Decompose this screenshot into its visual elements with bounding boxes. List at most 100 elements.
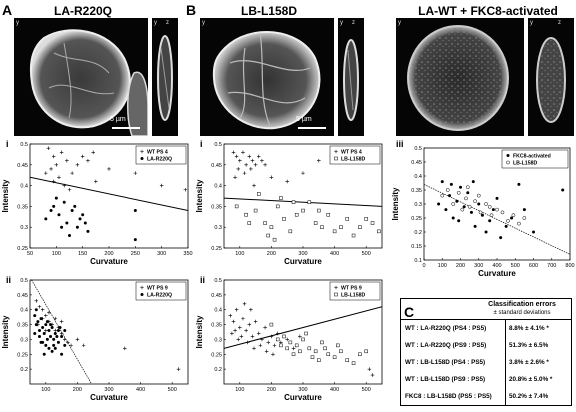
data-point-circle <box>522 216 527 220</box>
scale-bar-a: 5 µm <box>110 116 126 123</box>
x-tick-label: 500 <box>168 387 177 393</box>
data-point-plus <box>258 343 263 348</box>
x-axis-label: Curvature <box>284 393 322 402</box>
data-point-plus <box>230 331 234 336</box>
data-point-plus <box>260 337 264 342</box>
data-point-square <box>364 349 368 354</box>
data-point-square <box>294 343 299 348</box>
data-point-dot <box>444 208 448 212</box>
row-value: 8.8% ± 4.1% * <box>509 325 549 332</box>
data-point-square <box>326 212 331 217</box>
data-point-plus <box>65 158 69 163</box>
data-point-square <box>253 208 258 213</box>
data-point-dot <box>47 346 51 350</box>
data-point-square <box>279 343 283 348</box>
data-point-square <box>291 352 296 357</box>
data-point-plus <box>123 346 127 351</box>
data-point-plus <box>241 150 245 155</box>
data-point-plus <box>269 175 274 180</box>
data-point-dot <box>75 225 79 229</box>
data-point-dot <box>52 337 56 341</box>
data-point-dot <box>140 293 144 296</box>
data-point-plus <box>91 150 95 155</box>
data-point-dot <box>56 329 60 333</box>
fit-line <box>224 306 382 349</box>
data-point-dot <box>60 225 64 229</box>
data-point-plus <box>75 163 80 167</box>
data-point-plus <box>51 179 56 184</box>
x-tick-label: 400 <box>330 387 339 393</box>
data-point-square <box>291 200 296 204</box>
data-point-plus <box>66 340 70 345</box>
data-point-plus <box>249 307 253 312</box>
data-point-plus <box>140 149 144 154</box>
data-point-plus <box>271 352 275 357</box>
data-point-dot <box>57 213 61 217</box>
data-point-dot <box>63 343 67 347</box>
data-point-square <box>263 221 267 225</box>
x-tick-label: 200 <box>73 387 82 393</box>
x-tick-label: 0 <box>422 263 425 269</box>
x-tick-label: 200 <box>267 251 276 257</box>
data-point-plus <box>247 154 252 159</box>
panel-c3-title: LA-WT + FKC8-activated <box>418 4 558 18</box>
data-point-dot <box>466 191 470 195</box>
data-point-circle <box>487 204 492 209</box>
data-point-plus <box>159 183 164 188</box>
y-tick-label: 0.5 <box>20 278 28 284</box>
legend-box <box>135 145 187 165</box>
data-point-plus <box>334 149 338 154</box>
y-tick-label: 0.3 <box>414 202 422 208</box>
row-value: 51.3% ± 6.5% <box>509 342 549 349</box>
nucleus-c3-image <box>407 25 509 131</box>
data-point-plus <box>250 158 255 163</box>
fit-line <box>30 176 188 212</box>
x-tick-label: 250 <box>131 251 140 257</box>
y-tick-label: 0.35 <box>17 204 28 210</box>
data-point-plus <box>285 337 289 342</box>
data-point-dot <box>53 331 57 335</box>
data-point-dot <box>437 202 441 206</box>
data-point-plus <box>245 340 250 345</box>
sub-label-iii: iii <box>396 139 404 149</box>
data-point-dot <box>42 331 46 335</box>
nucleus-a-image <box>29 29 148 136</box>
legend-entry: LB-L158D <box>341 293 365 299</box>
data-point-dot <box>81 213 85 217</box>
data-point-circle <box>506 160 510 165</box>
data-point-circle <box>506 218 510 223</box>
panel-letter-a: A <box>2 2 13 18</box>
sub-label-b-i: i <box>200 139 203 149</box>
data-point-dot <box>39 340 43 344</box>
data-point-plus <box>272 343 277 348</box>
data-point-dot <box>449 182 453 186</box>
data-point-dot <box>73 204 77 208</box>
data-point-plus <box>266 340 271 345</box>
row-value: 50.2% ± 7.4% <box>509 393 549 400</box>
y-tick-label: 0.35 <box>17 323 28 329</box>
data-point-plus <box>133 171 138 175</box>
data-point-plus <box>234 154 239 159</box>
data-point-plus <box>59 331 64 336</box>
data-point-plus <box>81 343 86 348</box>
scatter-chart-iii: 0 100 200 300 400 500 600 700 800 0.1 0.15 0.2 0.25 0… <box>391 146 575 278</box>
legend-entry: WT PS 9 <box>341 286 362 292</box>
data-point-plus <box>317 158 321 163</box>
data-point-plus <box>62 337 67 342</box>
legend-entry: WT PS 4 <box>341 150 362 156</box>
y-tick-label: 0.4 <box>214 308 222 314</box>
x-tick-label: 100 <box>235 251 244 257</box>
data-point-circle <box>445 188 450 192</box>
side-view-a: y z <box>152 18 178 136</box>
fit-line <box>424 184 570 255</box>
data-point-dot <box>484 230 488 234</box>
data-point-plus <box>244 328 248 333</box>
data-point-plus <box>44 328 48 333</box>
y-tick-label: 0.45 <box>411 160 422 166</box>
y-tick-label: 0.35 <box>211 323 222 329</box>
row-label: WT : LB-L158D (PS4 : PS5) <box>405 359 486 366</box>
data-point-dot <box>34 308 38 312</box>
legend-entry: FKC8-activated <box>513 154 551 160</box>
data-point-plus <box>263 325 267 330</box>
data-point-dot <box>55 334 59 338</box>
